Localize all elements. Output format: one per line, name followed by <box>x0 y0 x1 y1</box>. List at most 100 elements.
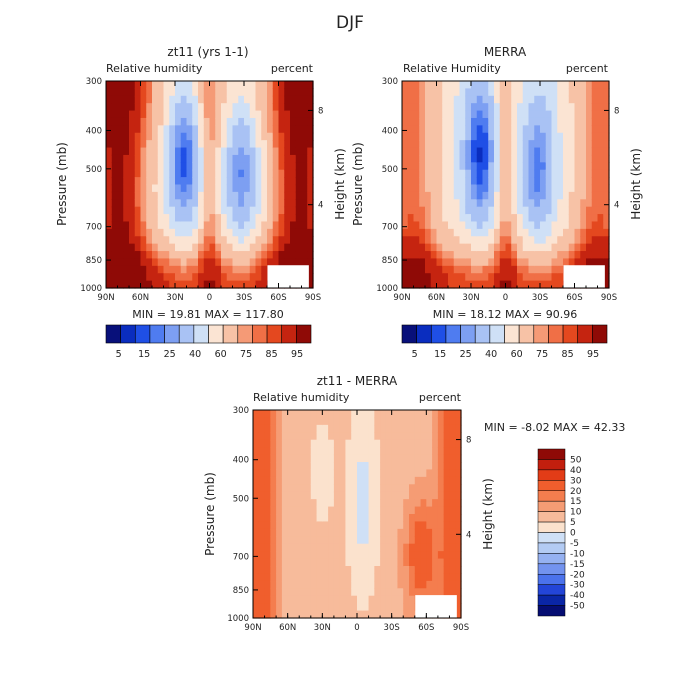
contour-cell <box>180 95 188 104</box>
contour-cell <box>413 199 420 208</box>
contour-cell <box>413 95 420 104</box>
contour-cell <box>563 206 570 215</box>
contour-cell <box>140 140 147 149</box>
contour-cell <box>459 214 466 223</box>
contour-cell <box>448 206 455 215</box>
contour-cell <box>528 265 535 274</box>
x-tick-label: 60S <box>418 623 434 633</box>
contour-cell <box>345 424 352 433</box>
contour-cell <box>351 499 358 508</box>
contour-cell <box>203 177 211 186</box>
contour-cell <box>278 206 285 215</box>
contour-cell <box>276 499 283 508</box>
contour-cell <box>540 228 547 237</box>
contour-cell <box>134 110 142 119</box>
contour-cell <box>391 506 399 515</box>
contour-cell <box>455 580 462 589</box>
contour-cell <box>488 125 495 134</box>
contour-cell <box>403 447 410 456</box>
contour-cell <box>563 125 570 134</box>
contour-cell <box>499 103 507 112</box>
contour-cell <box>580 110 587 119</box>
contour-cell <box>465 184 472 193</box>
contour-cell <box>425 103 432 112</box>
contour-cell <box>146 81 153 89</box>
contour-cell <box>175 154 182 163</box>
contour-cell <box>134 191 142 200</box>
contour-cell <box>357 484 364 493</box>
contour-cell <box>465 103 472 112</box>
contour-cell <box>459 132 466 141</box>
contour-cell <box>540 162 547 171</box>
contour-cell <box>465 243 472 252</box>
contour-cell <box>517 132 524 141</box>
contour-cell <box>591 147 599 156</box>
colorbar-label: -5 <box>570 539 579 549</box>
contour-cell <box>482 140 489 149</box>
contour-cell <box>258 543 266 552</box>
contour-cell <box>511 191 518 200</box>
contour-cell <box>357 447 364 456</box>
contour-cell <box>402 177 409 186</box>
contour-cell <box>209 191 216 200</box>
contour-cell <box>316 506 323 515</box>
contour-cell <box>476 169 484 178</box>
contour-cell <box>380 573 387 582</box>
contour-cell <box>316 439 323 448</box>
contour-cell <box>362 447 370 456</box>
contour-cell <box>471 280 478 289</box>
contour-cell <box>272 95 280 104</box>
contour-cell <box>453 169 461 178</box>
contour-cell <box>258 514 266 523</box>
contour-cell <box>432 566 439 575</box>
x-tick-label: 90S <box>453 623 469 633</box>
contour-cell <box>111 169 119 178</box>
contour-cell <box>409 410 416 419</box>
contour-cell <box>505 265 512 274</box>
contour-cell <box>603 140 610 149</box>
contour-cell <box>448 132 455 141</box>
colorbar-swatch <box>537 490 566 502</box>
contour-cell <box>209 147 216 156</box>
contour-cell <box>443 514 451 523</box>
contour-cell <box>522 280 530 289</box>
contour-cell <box>157 258 165 267</box>
x-tick-label: 90N <box>393 293 410 303</box>
contour-cell <box>522 228 530 237</box>
contour-cell <box>488 228 495 237</box>
colorbar-label: 85 <box>266 349 278 360</box>
contour-cell <box>432 588 439 597</box>
contour-cell <box>290 191 297 200</box>
contour-cell <box>563 162 570 171</box>
contour-cell <box>402 265 409 274</box>
contour-cell <box>534 162 541 171</box>
contour-cell <box>322 580 329 589</box>
contour-cell <box>391 573 399 582</box>
contour-cell <box>432 528 439 537</box>
contour-cell <box>511 147 518 156</box>
contour-cell <box>448 154 455 163</box>
contour-cell <box>482 110 489 119</box>
contour-cell <box>476 228 484 237</box>
contour-cell <box>436 117 443 126</box>
contour-cell <box>528 154 535 163</box>
contour-cell <box>380 506 387 515</box>
contour-cell <box>374 588 381 597</box>
contour-cell <box>290 147 297 156</box>
contour-cell <box>175 221 182 230</box>
contour-cell <box>407 251 415 260</box>
contour-cell <box>374 528 381 537</box>
contour-cell <box>380 595 387 604</box>
contour-cell <box>403 588 410 597</box>
contour-cell <box>351 603 358 612</box>
contour-cell <box>425 169 432 178</box>
contour-cell <box>540 206 547 215</box>
contour-cell <box>391 580 399 589</box>
contour-cell <box>146 184 153 193</box>
contour-cell <box>482 169 489 178</box>
contour-cell <box>281 417 289 426</box>
contour-cell <box>157 117 165 126</box>
contour-cell <box>295 199 303 208</box>
contour-cell <box>226 147 234 156</box>
colorbar-swatch <box>537 480 566 491</box>
